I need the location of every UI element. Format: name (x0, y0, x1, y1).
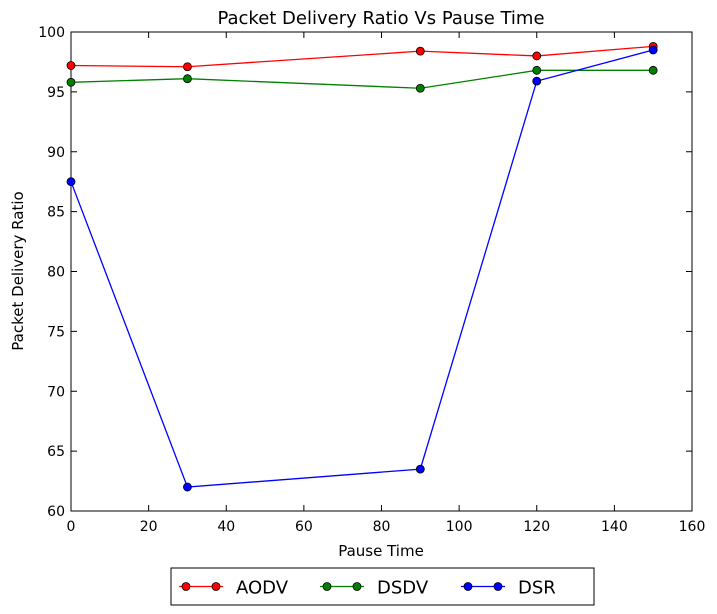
data-point-dsr (532, 76, 542, 86)
y-tick-label: 100 (38, 25, 65, 41)
legend-item-dsdv: DSDV (320, 578, 429, 599)
legend-marker (211, 582, 221, 591)
legend-item-dsr: DSR (461, 578, 556, 599)
x-tick-label: 20 (140, 519, 158, 535)
x-tick-label: 60 (295, 519, 313, 535)
legend-frame (170, 567, 595, 606)
data-point-dsdv (66, 77, 76, 87)
legend-label: AODV (236, 578, 289, 599)
legend: AODV DSDV DSR (170, 567, 595, 606)
legend-marker (181, 582, 191, 591)
y-tick-label: 80 (47, 265, 65, 281)
data-point-aodv (532, 51, 542, 61)
y-tick-label: 90 (47, 145, 65, 161)
data-point-dsr (648, 45, 658, 55)
series-dsr (66, 45, 658, 492)
x-tick-label: 100 (446, 519, 473, 535)
y-tick-label: 60 (47, 504, 65, 520)
series-aodv (66, 41, 658, 72)
x-axis-label: Pause Time (338, 542, 424, 560)
x-tick-label: 40 (217, 519, 235, 535)
y-tick-label: 70 (47, 384, 65, 400)
legend-label: DSDV (377, 578, 429, 599)
data-point-dsr (66, 177, 76, 187)
series-dsdv (66, 65, 658, 93)
x-tick-label: 140 (601, 519, 628, 535)
y-tick-label: 75 (47, 324, 65, 340)
legend-marker (322, 582, 332, 591)
legend-marker (493, 582, 503, 591)
data-point-dsdv (532, 65, 542, 75)
chart-title: Packet Delivery Ratio Vs Pause Time (217, 8, 544, 29)
data-point-aodv (66, 61, 76, 70)
x-tick-label: 120 (523, 519, 550, 535)
legend-label: DSR (518, 578, 556, 599)
data-point-dsdv (415, 83, 425, 93)
legend-marker (463, 582, 473, 591)
data-point-aodv (415, 46, 425, 56)
x-tick-label: 80 (373, 519, 391, 535)
y-tick-label: 65 (47, 444, 65, 460)
data-point-dsdv (183, 74, 192, 84)
data-point-dsr (415, 464, 425, 474)
series-line-dsr (70, 49, 654, 488)
data-point-dsdv (648, 65, 658, 75)
x-tick-label: 0 (67, 519, 76, 535)
y-axis-label: Packet Delivery Ratio (9, 191, 27, 350)
legend-item-aodv: AODV (179, 578, 289, 599)
plot-frame (70, 31, 693, 512)
series-line-aodv (70, 45, 654, 68)
legend-marker (352, 582, 362, 591)
y-tick-label: 95 (47, 85, 65, 101)
data-point-dsr (183, 482, 192, 492)
data-point-aodv (183, 62, 192, 72)
y-tick-label: 85 (47, 205, 65, 221)
x-tick-label: 160 (679, 519, 706, 535)
plot-area: 0 20 40 60 80 100 120 140 160 60 65 70 75 80 85 90 95 100 (38, 25, 705, 535)
